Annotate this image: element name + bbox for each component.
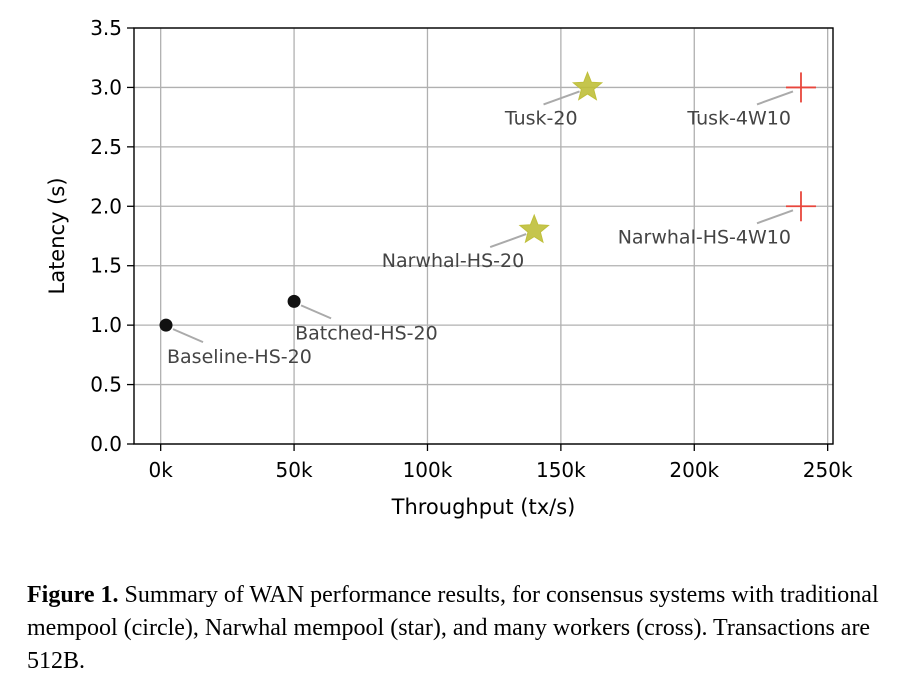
x-tick-label: 150k bbox=[536, 458, 586, 482]
cross-marker bbox=[785, 191, 816, 222]
figure-caption-label: Figure 1. bbox=[27, 582, 119, 608]
y-tick-label: 1.5 bbox=[90, 254, 122, 278]
figure-caption: Figure 1. Summary of WAN performance res… bbox=[27, 579, 887, 678]
x-tick-label: 250k bbox=[803, 458, 853, 482]
circle-marker bbox=[287, 294, 301, 308]
y-tick-label: 0.0 bbox=[90, 432, 122, 456]
annotation-leader-line bbox=[756, 209, 794, 225]
scatter-chart: 0k 50k 100k 150k 200k 250k 0.0 0.5 1.0 1.5 2.0 2.5… bbox=[45, 16, 853, 519]
annotation-leader-line bbox=[543, 90, 580, 106]
annotation-leader-line bbox=[489, 233, 527, 248]
y-tick-label: 1.0 bbox=[90, 313, 122, 337]
y-tick-label: 0.5 bbox=[90, 373, 122, 397]
circle-marker bbox=[159, 318, 173, 332]
star-marker bbox=[571, 71, 604, 101]
annotation-label: Tusk-20 bbox=[504, 107, 578, 129]
x-axis-ticks: 0k 50k 100k 150k 200k 250k bbox=[149, 444, 853, 482]
annotation-label: Baseline-HS-20 bbox=[167, 346, 312, 368]
annotation-leader-line bbox=[756, 90, 794, 106]
x-tick-label: 200k bbox=[669, 458, 719, 482]
annotation-label: Tusk-4W10 bbox=[686, 107, 791, 129]
figure-caption-text: Summary of WAN performance results, for … bbox=[27, 582, 879, 674]
annotation-leader-line bbox=[172, 328, 204, 344]
annotation-label: Narwhal-HS-4W10 bbox=[618, 226, 791, 248]
x-tick-label: 50k bbox=[276, 458, 313, 482]
y-axis-title: Latency (s) bbox=[45, 177, 69, 294]
annotation-label: Batched-HS-20 bbox=[295, 322, 438, 344]
y-tick-label: 2.5 bbox=[90, 135, 122, 159]
data-points bbox=[159, 71, 816, 332]
cross-marker bbox=[785, 72, 816, 103]
annotation-label: Narwhal-HS-20 bbox=[382, 250, 524, 272]
x-tick-label: 100k bbox=[403, 458, 453, 482]
y-axis-ticks: 0.0 0.5 1.0 1.5 2.0 2.5 3.0 3.5 bbox=[90, 16, 134, 456]
x-tick-label: 0k bbox=[149, 458, 174, 482]
x-axis-title: Throughput (tx/s) bbox=[391, 495, 576, 519]
y-tick-label: 3.0 bbox=[90, 75, 122, 99]
star-marker bbox=[518, 213, 550, 244]
plot-area-frame bbox=[133, 27, 834, 445]
y-tick-label: 3.5 bbox=[90, 16, 122, 40]
y-tick-label: 2.0 bbox=[90, 194, 122, 218]
annotation-leader-line bbox=[300, 304, 332, 320]
